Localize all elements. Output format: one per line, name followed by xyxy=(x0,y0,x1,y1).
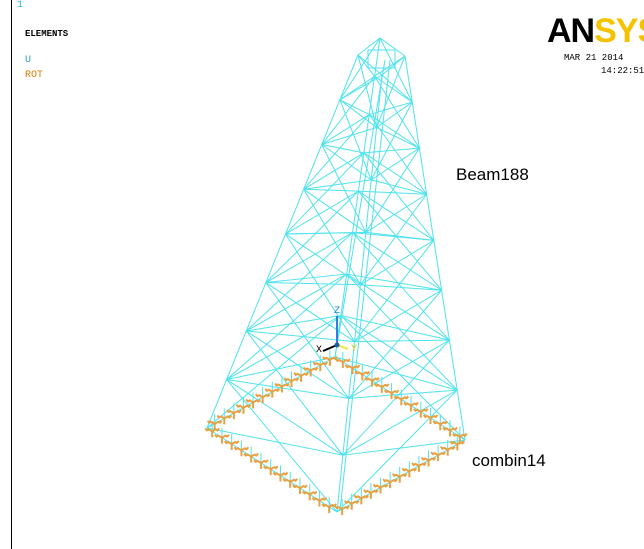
spring-symbol xyxy=(264,388,281,398)
spring-symbol xyxy=(391,473,408,483)
spring-symbol xyxy=(439,446,456,456)
spring-symbol xyxy=(216,414,233,425)
spring-symbol xyxy=(292,484,308,495)
spring-symbol xyxy=(363,489,379,499)
spring-symbol xyxy=(382,478,398,489)
spring-symbol xyxy=(364,376,380,387)
logo-text-an: AN xyxy=(547,12,595,50)
triad-z-label: Z xyxy=(334,306,340,317)
logo-text-sys: SYS xyxy=(594,12,644,50)
spring-symbol xyxy=(354,370,371,381)
spring-symbol xyxy=(411,462,427,472)
spring-symbol xyxy=(413,408,429,418)
plot-time: 14:22:51 xyxy=(601,66,644,76)
spring-symbol xyxy=(335,358,351,368)
window-border xyxy=(11,0,12,549)
spring-symbol xyxy=(442,426,458,437)
window-number: 1 xyxy=(17,0,24,11)
spring-symbol xyxy=(353,494,370,505)
spring-symbol xyxy=(322,356,338,366)
spring-symbol xyxy=(214,434,230,444)
plot-type-label: ELEMENTS xyxy=(25,29,69,39)
spring-symbol xyxy=(420,456,437,467)
spring-symbol xyxy=(282,478,298,488)
spring-symbol xyxy=(393,395,410,406)
legend-u: U xyxy=(25,55,32,66)
spring-symbol xyxy=(293,372,309,382)
legend-rot: ROT xyxy=(25,70,44,81)
spring-symbol xyxy=(243,452,259,463)
spring-symbol xyxy=(312,361,329,372)
spring-symbol xyxy=(235,404,252,414)
beam188-annotation: Beam188 xyxy=(456,165,529,184)
spring-symbol xyxy=(401,467,418,478)
spring-symbol xyxy=(233,446,250,457)
spring-symbol xyxy=(452,433,468,443)
spring-symbol xyxy=(302,366,319,377)
spring-symbol xyxy=(321,503,337,513)
spring-symbol xyxy=(449,440,466,451)
spring-symbol xyxy=(422,414,439,425)
spring-symbol xyxy=(403,401,419,412)
spring-symbol xyxy=(274,382,290,393)
combin14-annotation: combin14 xyxy=(472,451,546,470)
beam188-tower-wireframe xyxy=(206,37,466,513)
spring-symbol xyxy=(272,471,289,482)
spring-symbol xyxy=(245,398,261,409)
spring-symbol xyxy=(262,465,279,476)
spring-symbol xyxy=(311,497,328,507)
spring-symbol xyxy=(383,389,400,400)
combin14-spring-symbols xyxy=(204,356,468,516)
triad-y-label: Y xyxy=(351,344,357,355)
spring-symbol xyxy=(301,490,318,501)
spring-symbol xyxy=(226,409,242,420)
coordinate-triad: Z X Y xyxy=(316,306,357,356)
spring-symbol xyxy=(254,393,271,404)
spring-symbol xyxy=(204,427,220,438)
spring-symbol xyxy=(334,505,350,516)
spring-symbol xyxy=(344,364,361,375)
spring-symbol xyxy=(432,420,449,431)
spring-symbol xyxy=(343,500,360,510)
ansys-logo: ANSYS xyxy=(547,14,644,48)
spring-symbol xyxy=(206,420,223,430)
spring-symbol xyxy=(374,383,390,393)
spring-symbol xyxy=(430,451,446,462)
spring-symbol xyxy=(253,459,269,469)
spring-connection-lines xyxy=(211,349,461,510)
triad-x-label: X xyxy=(316,345,322,356)
plot-date: MAR 21 2014 xyxy=(564,53,624,63)
spring-symbol xyxy=(372,483,389,494)
spring-symbol xyxy=(283,377,300,388)
spring-symbol xyxy=(223,440,240,450)
